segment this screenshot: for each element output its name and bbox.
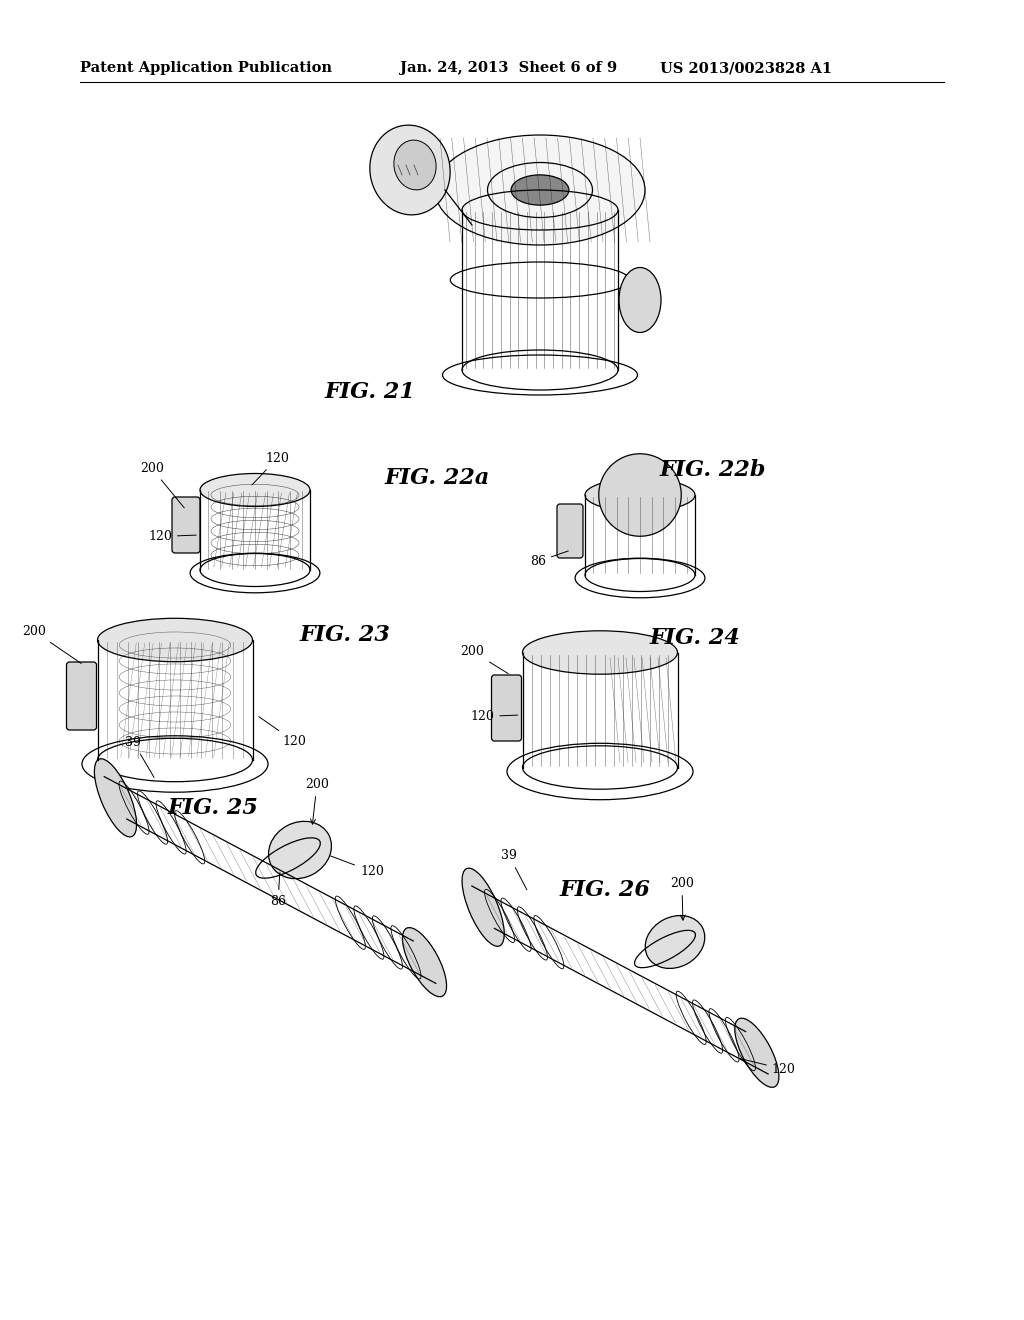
Text: 200: 200 [23, 624, 81, 664]
Text: 120: 120 [252, 451, 289, 484]
FancyBboxPatch shape [492, 675, 521, 741]
Ellipse shape [268, 821, 332, 879]
Text: 120: 120 [148, 531, 197, 543]
Text: 39: 39 [501, 849, 527, 890]
Ellipse shape [511, 174, 569, 205]
FancyBboxPatch shape [67, 663, 96, 730]
Text: 120: 120 [739, 1059, 796, 1076]
Text: 200: 200 [140, 462, 184, 508]
Ellipse shape [585, 479, 695, 511]
Ellipse shape [522, 631, 678, 675]
Text: 39: 39 [126, 735, 154, 777]
Text: 120: 120 [331, 855, 384, 878]
Text: FIG. 26: FIG. 26 [560, 879, 651, 902]
Text: US 2013/0023828 A1: US 2013/0023828 A1 [660, 61, 833, 75]
Text: FIG. 23: FIG. 23 [300, 624, 391, 645]
Text: FIG. 25: FIG. 25 [168, 797, 259, 818]
Text: FIG. 22b: FIG. 22b [660, 459, 766, 480]
Text: 200: 200 [670, 876, 694, 920]
Text: 86: 86 [530, 550, 568, 568]
Ellipse shape [394, 140, 436, 190]
Ellipse shape [370, 125, 451, 215]
Ellipse shape [200, 474, 310, 507]
Ellipse shape [94, 759, 136, 837]
Ellipse shape [435, 135, 645, 246]
Text: 86: 86 [270, 873, 286, 908]
Text: FIG. 24: FIG. 24 [650, 627, 741, 649]
Ellipse shape [735, 1018, 779, 1088]
Text: 200: 200 [305, 777, 329, 824]
Text: Jan. 24, 2013  Sheet 6 of 9: Jan. 24, 2013 Sheet 6 of 9 [400, 61, 617, 75]
Text: 120: 120 [259, 717, 306, 748]
Text: 120: 120 [470, 710, 518, 723]
Ellipse shape [599, 454, 681, 536]
Ellipse shape [618, 268, 662, 333]
FancyBboxPatch shape [172, 498, 200, 553]
Text: Patent Application Publication: Patent Application Publication [80, 61, 332, 75]
FancyBboxPatch shape [557, 504, 583, 558]
Ellipse shape [462, 869, 504, 946]
Text: FIG. 21: FIG. 21 [325, 381, 416, 403]
Ellipse shape [97, 618, 253, 661]
Text: 200: 200 [461, 645, 508, 673]
Ellipse shape [402, 928, 446, 997]
Text: FIG. 22a: FIG. 22a [385, 467, 490, 488]
Ellipse shape [645, 916, 705, 969]
